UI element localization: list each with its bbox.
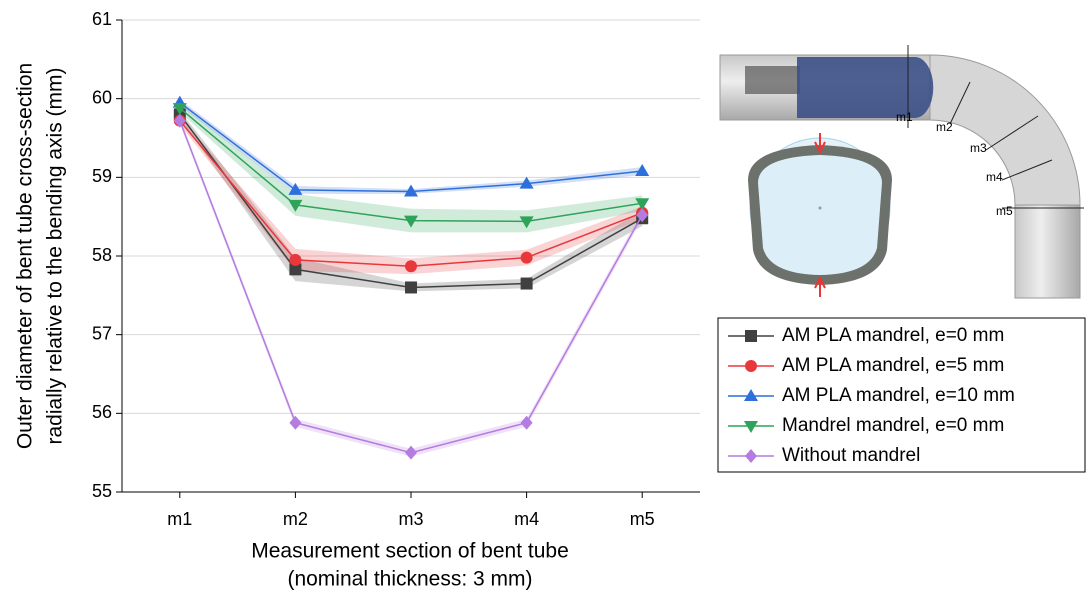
- mandrel: [797, 57, 934, 118]
- legend-label: AM PLA mandrel, e=5 mm: [782, 355, 1004, 376]
- section-label: m1: [896, 110, 913, 124]
- section-label: m3: [970, 141, 987, 155]
- x-tick-label: m4: [514, 509, 539, 529]
- y-tick-label: 55: [92, 481, 112, 501]
- marker: [404, 184, 418, 197]
- marker: [173, 113, 186, 128]
- section-label: m4: [986, 170, 1003, 184]
- marker: [289, 415, 302, 430]
- legend-label: Mandrel mandrel, e=0 mm: [782, 415, 1004, 436]
- y-tick-label: 61: [92, 9, 112, 29]
- y-tick-label: 56: [92, 402, 112, 422]
- section-label: m2: [936, 120, 953, 134]
- marker: [289, 263, 302, 276]
- tube-vertical: [1014, 204, 1081, 299]
- y-tick-label: 60: [92, 87, 112, 107]
- marker: [635, 164, 650, 177]
- tube-illustration: m1 m2 m3 m4 m5: [719, 45, 1084, 299]
- y-tick-label: 58: [92, 245, 112, 265]
- legend-box: [717, 317, 1086, 473]
- y-tick-label: 57: [92, 323, 112, 343]
- marker: [288, 182, 303, 195]
- marker: [288, 199, 303, 212]
- y-axis-title: radially relative to the bending axis (m…: [44, 68, 67, 445]
- marker: [289, 253, 302, 266]
- x-tick-label: m3: [398, 509, 423, 529]
- x-axis-title: Measurement section of bent tube: [251, 540, 569, 563]
- cross-section: [748, 133, 892, 297]
- marker: [405, 281, 417, 294]
- legend-marker: [744, 421, 758, 433]
- y-tick-label: 59: [92, 166, 112, 186]
- marker: [405, 260, 417, 273]
- legend-marker: [745, 330, 757, 342]
- x-tick-label: m5: [630, 509, 655, 529]
- legend-label: AM PLA mandrel, e=0 mm: [782, 325, 1004, 346]
- marker: [404, 215, 418, 228]
- marker: [519, 216, 534, 229]
- marker: [636, 208, 649, 223]
- legend-marker: [744, 389, 758, 401]
- legend-marker: [745, 360, 757, 372]
- marker: [635, 198, 650, 211]
- marker: [405, 445, 417, 460]
- marker: [520, 415, 533, 430]
- x-tick-label: m2: [283, 509, 308, 529]
- x-axis-title: (nominal thickness: 3 mm): [287, 568, 532, 591]
- series-line: [179, 102, 643, 193]
- y-axis-title: Outer diameter of bent tube cross-sectio…: [14, 63, 37, 449]
- marker: [520, 251, 533, 264]
- section-label: m5: [996, 204, 1013, 218]
- legend-marker: [745, 449, 757, 463]
- x-tick-label: m1: [167, 509, 192, 529]
- marker: [520, 277, 533, 290]
- legend-label: AM PLA mandrel, e=10 mm: [782, 385, 1015, 406]
- tube-bend: [929, 54, 1081, 206]
- error-band: [179, 99, 643, 194]
- marker: [519, 176, 534, 189]
- marker: [172, 103, 187, 116]
- mandrel-shank: [745, 66, 800, 94]
- section-lines: [907, 45, 1084, 209]
- legend-label: Without mandrel: [782, 445, 920, 466]
